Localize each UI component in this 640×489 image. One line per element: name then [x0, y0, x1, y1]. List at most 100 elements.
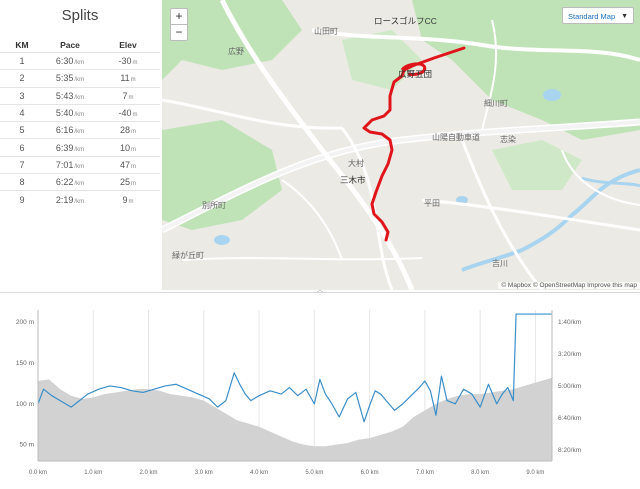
split-pace: 7:01/km — [44, 155, 96, 174]
map-canvas[interactable] — [162, 0, 640, 290]
split-pace-value: 5:40 — [55, 108, 74, 119]
split-pace: 5:43/km — [44, 86, 96, 105]
split-pace-value: 6:39 — [55, 142, 74, 153]
splits-panel: Splits KM Pace Elev 1 6:30/km -30m 2 5:35/km… — [0, 0, 160, 290]
split-elev: 9m — [96, 190, 160, 208]
pace-unit: /km — [74, 112, 85, 119]
x-tick-label: 0.0 km — [29, 470, 47, 476]
map-place-label: 平田 — [424, 199, 440, 208]
elev-unit: m — [132, 60, 138, 67]
split-elev: 28m — [96, 121, 160, 139]
split-elev-value: 28 — [119, 125, 130, 136]
splits-table: KM Pace Elev 1 6:30/km -30m 2 5:35/km 11m 3 5:4… — [0, 38, 160, 208]
split-pace: 6:22/km — [44, 173, 96, 191]
split-row: 1 6:30/km -30m — [0, 51, 160, 70]
river — [581, 176, 640, 188]
pace-line — [37, 313, 552, 423]
elev-unit: m — [132, 112, 138, 119]
resize-handle-icon[interactable]: ︿ — [316, 288, 323, 294]
y-right-tick-label: 5:00/km — [558, 383, 581, 390]
split-pace: 6:30/km — [44, 51, 96, 70]
split-pace-value: 5:35 — [55, 73, 74, 84]
river — [461, 168, 640, 272]
split-pace: 6:16/km — [44, 121, 96, 139]
minor-road — [481, 19, 498, 131]
zoom-in-button[interactable]: + — [170, 8, 188, 25]
col-km-header: KM — [15, 40, 29, 50]
y-right-tick-label: 8:20/km — [558, 447, 581, 454]
expressway — [162, 120, 640, 232]
split-pace: 6:39/km — [44, 138, 96, 157]
pace-unit: /km — [74, 60, 85, 67]
split-pace-value: 5:43 — [55, 90, 74, 101]
route-map[interactable]: ロースゴルフCC 山田町 広野 広野五団 細川町 山陽自動車道 志染 三木市 大村 平田 別所町 緑が… — [162, 0, 640, 290]
x-tick-label: 4.0 km — [250, 470, 268, 476]
y-left-tick-label: 200 m — [16, 319, 34, 326]
map-place-label: 志染 — [500, 135, 516, 144]
elev-unit: m — [128, 94, 134, 101]
split-km: 2 — [0, 69, 44, 88]
map-place-label: 細川町 — [484, 99, 508, 108]
x-tick-label: 1.0 km — [84, 470, 102, 476]
col-pace-header: Pace — [60, 40, 80, 50]
splits-title: Splits — [61, 7, 99, 24]
split-elev: 47m — [96, 155, 160, 174]
split-elev: -40m — [96, 103, 160, 122]
y-left-tick-label: 150 m — [16, 360, 34, 367]
x-tick-label: 5.0 km — [305, 470, 323, 476]
elev-unit: m — [131, 129, 136, 136]
split-km: 7 — [0, 155, 44, 174]
split-row: 6 6:39/km 10m — [0, 138, 160, 157]
split-km: 3 — [0, 86, 44, 105]
splits-header-row: KM Pace Elev — [0, 38, 160, 53]
main-road — [460, 139, 544, 290]
map-type-label: Standard Map — [568, 12, 616, 21]
elev-unit: m — [128, 198, 134, 205]
x-tick-label: 7.0 km — [416, 470, 434, 476]
split-pace-value: 6:16 — [55, 125, 74, 136]
x-tick-label: 2.0 km — [140, 470, 158, 476]
split-km: 6 — [0, 138, 44, 157]
split-pace-value: 6:30 — [55, 56, 74, 67]
map-attribution[interactable]: © Mapbox © OpenStreetMap Improve this ma… — [498, 282, 640, 289]
park-area — [492, 140, 582, 190]
main-road — [219, 0, 415, 290]
pace-unit: /km — [74, 94, 85, 101]
split-row: 7 7:01/km 47m — [0, 155, 160, 174]
map-place-label: ロースゴルフCC — [374, 16, 437, 26]
map-place-label: 緑が丘町 — [172, 251, 204, 260]
split-elev-value: 9 — [122, 194, 128, 205]
y-right-tick-label: 6:40/km — [558, 415, 581, 422]
y-left-tick-label: 100 m — [16, 401, 34, 408]
elevation-pace-chart[interactable]: 200 m 150 m 100 m 50 m 1:40/km 3:20/km 5:00/km… — [0, 296, 640, 489]
y-left-tick-label: 50 m — [20, 442, 34, 449]
map-type-dropdown[interactable]: Standard Map ▼ — [562, 7, 634, 24]
elev-unit: m — [131, 181, 136, 188]
pace-unit: /km — [74, 163, 85, 170]
split-pace: 5:35/km — [44, 69, 96, 88]
pond — [214, 235, 230, 245]
split-elev-value: 11 — [120, 73, 130, 84]
split-km: 9 — [0, 190, 44, 208]
splits-body: 1 6:30/km -30m 2 5:35/km 11m 3 5:43/km 7m 4 5:40/k… — [0, 51, 160, 208]
pace-unit: /km — [74, 181, 85, 188]
split-row: 8 6:22/km 25m — [0, 173, 160, 191]
x-tick-label: 6.0 km — [361, 470, 379, 476]
map-place-label: 大村 — [348, 159, 364, 168]
map-place-label: 吉川 — [492, 259, 508, 268]
map-place-label: 三木市 — [340, 175, 366, 185]
main-road — [311, 28, 640, 62]
map-place-label: 山陽自動車道 — [432, 133, 480, 142]
map-place-label: 山田町 — [314, 27, 338, 36]
park-area — [162, 0, 302, 80]
split-elev-value: 25 — [119, 177, 130, 188]
pond — [543, 89, 561, 101]
split-row: 2 5:35/km 11m — [0, 69, 160, 88]
col-elev-header: Elev — [119, 40, 137, 50]
x-tick-label: 9.0 km — [526, 470, 544, 476]
split-km: 4 — [0, 103, 44, 122]
map-place-label: 広野 — [228, 47, 244, 56]
zoom-out-button[interactable]: − — [170, 24, 188, 41]
main-road — [421, 198, 640, 232]
minor-road — [281, 179, 343, 261]
